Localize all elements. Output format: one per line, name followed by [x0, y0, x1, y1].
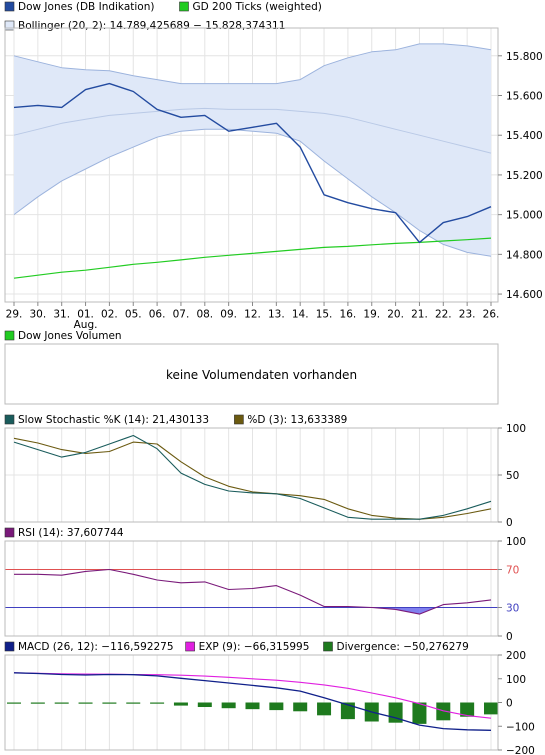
x-tick-label: 13. — [268, 309, 285, 321]
legend-label: Dow Jones (DB Indikation) — [18, 1, 154, 13]
stochastic-panel: Slow Stochastic %K (14): 21,430133 %D (3)… — [4, 414, 526, 529]
legend-swatch — [323, 641, 333, 652]
divergence-bar — [54, 702, 69, 704]
legend-label: EXP (9): −66,315995 — [199, 641, 310, 653]
stoch-k-line — [13, 434, 492, 520]
divergence-bar — [245, 702, 260, 710]
x-month-label: Aug. — [74, 319, 98, 331]
legend-label: Dow Jones Volumen — [18, 330, 122, 342]
divergence-bar — [102, 702, 117, 704]
divergence-bar — [269, 702, 284, 711]
divergence-bar — [293, 702, 308, 712]
x-tick-label: 21. — [411, 309, 428, 321]
y-tick-label: 70 — [506, 565, 519, 577]
dow-jones-line — [13, 82, 492, 244]
legend-swatch — [179, 1, 189, 12]
legend-swatch — [234, 414, 244, 425]
y-tick-label: 15.000 — [506, 210, 543, 222]
legend-swatch — [4, 1, 15, 12]
macd-exp-line — [13, 672, 492, 719]
y-tick-label: 100 — [506, 423, 526, 435]
x-tick-label: 05. — [125, 309, 142, 321]
divergence-bar — [197, 702, 212, 708]
y-tick-label: 100 — [506, 674, 526, 686]
x-tick-label: 14. — [292, 309, 309, 321]
y-tick-label: 0 — [506, 517, 513, 529]
legend-label: MACD (26, 12): −116,592275 — [18, 641, 174, 653]
divergence-bar — [436, 702, 451, 721]
x-tick-label: 30. — [29, 309, 46, 321]
x-tick-label: 07. — [173, 309, 190, 321]
legend-label: RSI (14): 37,607744 — [18, 527, 124, 539]
legend-label: GD 200 Ticks (weighted) — [193, 1, 322, 13]
legend-swatch — [4, 414, 15, 425]
x-tick-label: 26. — [483, 309, 500, 321]
price-panel: Dow Jones (DB Indikation) GD 200 Ticks (w… — [4, 1, 543, 331]
y-tick-label: 200 — [506, 650, 526, 662]
y-tick-label: 14.600 — [506, 289, 543, 301]
rsi-panel: RSI (14): 37,607744 100 70 30 0 — [4, 527, 526, 643]
y-tick-label: 50 — [506, 470, 519, 482]
x-tick-label: 09. — [220, 309, 237, 321]
legend-swatch — [185, 641, 195, 652]
x-tick-label: 02. — [101, 309, 118, 321]
divergence-bar — [317, 702, 332, 716]
x-tick-label: 08. — [196, 309, 213, 321]
legend-label: Bollinger (20, 2): 14.789,425689 − 15.82… — [18, 20, 285, 32]
macd-panel: MACD (26, 12): −116,592275 EXP (9): −66,3… — [4, 641, 535, 755]
divergence-bar — [7, 702, 21, 704]
y-tick-label: −200 — [506, 745, 535, 755]
legend-label: %D (3): 13,633389 — [247, 414, 347, 426]
y-tick-label: 15.600 — [506, 91, 543, 103]
y-tick-label: 15.400 — [506, 130, 543, 142]
legend-swatch — [4, 641, 15, 652]
x-tick-label: 31. — [53, 309, 70, 321]
x-tick-label: 01. — [77, 309, 94, 321]
x-tick-label: 15. — [316, 309, 333, 321]
x-tick-label: 19. — [363, 309, 380, 321]
x-tick-label: 16. — [340, 309, 357, 321]
gd200-line — [13, 237, 492, 279]
divergence-bar — [150, 702, 165, 704]
divergence-bar — [221, 702, 236, 709]
legend-swatch — [4, 20, 15, 31]
y-tick-label: 15.200 — [506, 170, 543, 182]
y-tick-label: −100 — [506, 721, 535, 733]
divergence-bar — [412, 702, 427, 724]
bollinger-band — [14, 43, 491, 257]
legend-label: Slow Stochastic %K (14): 21,430133 — [18, 414, 209, 426]
legend-swatch — [4, 527, 15, 538]
x-tick-label: 12. — [244, 309, 261, 321]
panel-frame — [4, 540, 499, 637]
legend-swatch — [4, 330, 15, 341]
divergence-bar — [30, 702, 45, 704]
x-tick-label: 22. — [435, 309, 452, 321]
divergence-bar — [173, 702, 188, 706]
y-tick-label: 100 — [506, 536, 526, 548]
panel-frame — [4, 343, 499, 405]
y-tick-label: 30 — [506, 603, 519, 615]
panel-frame — [4, 27, 499, 303]
volume-panel: Dow Jones Volumen keine Volumendaten vorh… — [4, 330, 499, 405]
y-tick-label: 14.800 — [506, 249, 543, 261]
x-tick-label: 29. — [6, 309, 23, 321]
y-tick-label: 15.800 — [506, 51, 543, 63]
x-tick-label: 23. — [459, 309, 476, 321]
divergence-bar — [340, 702, 355, 720]
x-tick-label: 06. — [149, 309, 166, 321]
x-tick-label: 20. — [387, 309, 404, 321]
y-tick-label: 0 — [506, 631, 513, 643]
divergence-bar — [460, 702, 475, 717]
divergence-bar — [484, 702, 498, 715]
y-tick-label: 0 — [506, 698, 513, 710]
divergence-bar — [78, 702, 93, 704]
bollinger-lower-line — [13, 128, 492, 257]
legend-label: Divergence: −50,276279 — [337, 641, 469, 653]
divergence-bar — [126, 702, 141, 704]
no-volume-message: keine Volumendaten vorhanden — [166, 368, 357, 382]
